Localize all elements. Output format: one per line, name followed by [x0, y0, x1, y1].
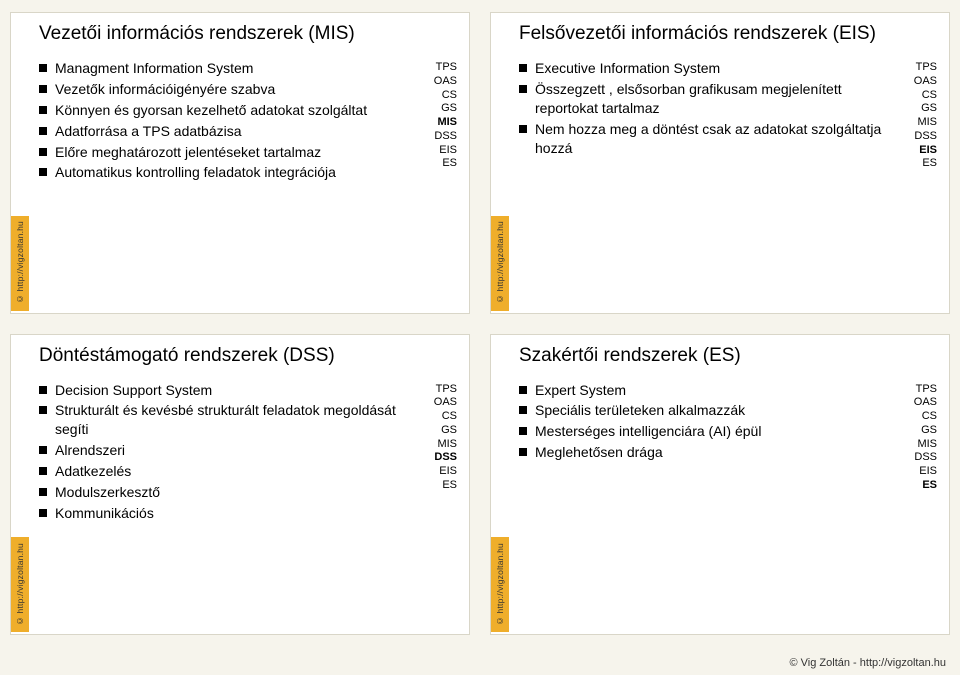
bullet-item: Vezetők információigényére szabva [39, 80, 417, 99]
bullet-item: Expert System [519, 381, 897, 400]
slide-title: Vezetői információs rendszerek (MIS) [39, 23, 457, 45]
bullet-item: Strukturált és kevésbé strukturált felad… [39, 401, 417, 439]
sidelist-item: TPS [417, 383, 457, 397]
sidelist-item-active: ES [897, 479, 937, 493]
slide-title: Felsővezetői információs rendszerek (EIS… [519, 23, 937, 45]
slide-body: Executive Information System Összegzett … [519, 59, 937, 171]
slide-title: Szakértői rendszerek (ES) [519, 345, 937, 367]
sidelist-item: OAS [417, 396, 457, 410]
sidelist-item: CS [417, 410, 457, 424]
sidelist-item: GS [417, 424, 457, 438]
bullet-item: Könnyen és gyorsan kezelhető adatokat sz… [39, 101, 417, 120]
sidelist-item: CS [417, 89, 457, 103]
sidelist-item: OAS [897, 75, 937, 89]
bullet-list: Expert System Speciális területeken alka… [519, 381, 897, 465]
sidelist-item-active: MIS [417, 116, 457, 130]
sidelist-item: TPS [897, 383, 937, 397]
sidelist-item-active: DSS [417, 451, 457, 465]
slide-body: Managment Information System Vezetők inf… [39, 59, 457, 184]
sidelist: TPS OAS CS GS MIS DSS EIS ES [417, 381, 457, 493]
bullet-list: Managment Information System Vezetők inf… [39, 59, 417, 184]
bullet-item: Automatikus kontrolling feladatok integr… [39, 163, 417, 182]
bullet-item: Speciális területeken alkalmazzák [519, 401, 897, 420]
sidelist-item: DSS [897, 130, 937, 144]
copyright-vertical: © http://vigzoltan.hu [495, 543, 505, 626]
slide-mis: © http://vigzoltan.hu Vezetői információ… [10, 12, 470, 314]
footer-copyright: © Vig Zoltán - http://vigzoltan.hu [790, 657, 947, 669]
sidelist-item: ES [417, 157, 457, 171]
slide-body: Expert System Speciális területeken alka… [519, 381, 937, 493]
sidelist: TPS OAS CS GS MIS DSS EIS ES [417, 59, 457, 171]
bullet-list: Decision Support System Strukturált és k… [39, 381, 417, 525]
sidelist-item: EIS [417, 465, 457, 479]
bullet-item: Összegzett , elsősorban grafikusam megje… [519, 80, 897, 118]
bullet-item: Nem hozza meg a döntést csak az adatokat… [519, 120, 897, 158]
sidelist-item: MIS [897, 438, 937, 452]
bullet-item: Modulszerkesztő [39, 483, 417, 502]
sidelist-item: GS [417, 102, 457, 116]
slide-grid: © http://vigzoltan.hu Vezetői információ… [0, 0, 960, 645]
sidelist-item: DSS [897, 451, 937, 465]
bullet-item: Decision Support System [39, 381, 417, 400]
bullet-item: Adatforrása a TPS adatbázisa [39, 122, 417, 141]
sidelist: TPS OAS CS GS MIS DSS EIS ES [897, 381, 937, 493]
sidelist-item: MIS [417, 438, 457, 452]
copyright-vertical: © http://vigzoltan.hu [495, 221, 505, 304]
bullet-item: Előre meghatározott jelentéseket tartalm… [39, 143, 417, 162]
copyright-vertical: © http://vigzoltan.hu [15, 543, 25, 626]
sidelist-item: GS [897, 102, 937, 116]
bullet-item: Kommunikációs [39, 504, 417, 523]
sidelist-item: ES [897, 157, 937, 171]
slide-body: Decision Support System Strukturált és k… [39, 381, 457, 525]
sidelist-item: EIS [417, 144, 457, 158]
bullet-item: Managment Information System [39, 59, 417, 78]
bullet-item: Alrendszeri [39, 441, 417, 460]
sidelist-item: OAS [417, 75, 457, 89]
sidelist-item: OAS [897, 396, 937, 410]
sidelist-item: TPS [417, 61, 457, 75]
sidelist-item: DSS [417, 130, 457, 144]
sidelist-item: TPS [897, 61, 937, 75]
slide-eis: © http://vigzoltan.hu Felsővezetői infor… [490, 12, 950, 314]
bullet-item: Executive Information System [519, 59, 897, 78]
sidelist-item: MIS [897, 116, 937, 130]
sidelist-item: EIS [897, 465, 937, 479]
slide-title: Döntéstámogató rendszerek (DSS) [39, 345, 457, 367]
copyright-vertical: © http://vigzoltan.hu [15, 221, 25, 304]
sidelist-item-active: EIS [897, 144, 937, 158]
bullet-item: Adatkezelés [39, 462, 417, 481]
bullet-item: Mesterséges intelligenciára (AI) épül [519, 422, 897, 441]
bullet-list: Executive Information System Összegzett … [519, 59, 897, 159]
sidelist: TPS OAS CS GS MIS DSS EIS ES [897, 59, 937, 171]
slide-es: © http://vigzoltan.hu Szakértői rendszer… [490, 334, 950, 636]
sidelist-item: GS [897, 424, 937, 438]
sidelist-item: CS [897, 410, 937, 424]
bullet-item: Meglehetősen drága [519, 443, 897, 462]
slide-dss: © http://vigzoltan.hu Döntéstámogató ren… [10, 334, 470, 636]
sidelist-item: ES [417, 479, 457, 493]
sidelist-item: CS [897, 89, 937, 103]
